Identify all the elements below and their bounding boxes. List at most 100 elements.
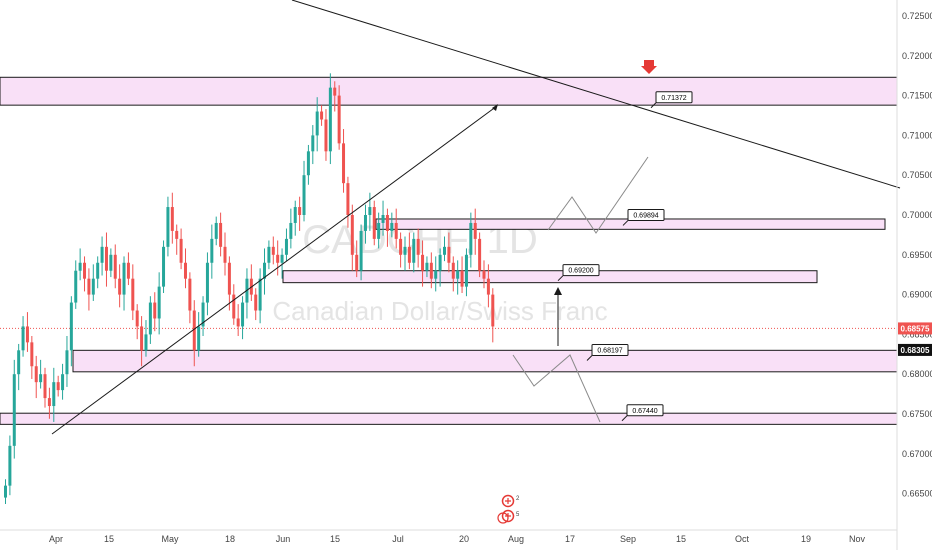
candle: [241, 296, 245, 340]
candle: [311, 125, 315, 165]
candle: [355, 240, 359, 278]
level-callout[interactable]: 0.69894: [622, 208, 665, 226]
candle: [451, 256, 455, 292]
candle: [236, 304, 240, 336]
arrow-up-icon: [554, 287, 562, 295]
candle: [232, 284, 236, 325]
candle: [118, 264, 122, 308]
candle: [258, 268, 262, 324]
candles: [4, 73, 495, 504]
candle: [74, 260, 78, 309]
level-label: 0.68197: [597, 348, 622, 355]
x-tick-label: 15: [104, 534, 114, 544]
candle: [469, 212, 473, 268]
candle: [350, 204, 354, 271]
candle: [280, 248, 284, 279]
candle: [56, 375, 60, 397]
candle: [429, 252, 433, 289]
current-price-tag: 0.68575: [898, 322, 932, 335]
trendline-arrow-icon: [492, 104, 498, 111]
candle: [113, 244, 117, 289]
descending-trendline: [291, 0, 901, 189]
candle: [39, 359, 43, 389]
y-tick-label: 0.67500: [902, 409, 932, 419]
candle: [346, 176, 350, 228]
candle: [293, 200, 297, 236]
y-tick-label: 0.66500: [902, 489, 932, 499]
zone-4[interactable]: [0, 412, 898, 425]
candle: [25, 312, 29, 352]
candle: [368, 192, 372, 231]
level-callout[interactable]: 0.69200: [557, 264, 600, 282]
candle: [214, 216, 218, 246]
candle: [394, 208, 398, 249]
candle: [249, 264, 253, 301]
candle: [271, 236, 275, 265]
candle: [205, 252, 209, 316]
x-tick-label: Apr: [49, 534, 63, 544]
level-label: 0.71372: [661, 95, 686, 102]
candle: [460, 256, 464, 294]
candle: [100, 236, 104, 276]
candle: [276, 240, 280, 276]
y-tick-label: 0.67000: [902, 449, 932, 459]
candle: [201, 296, 205, 336]
y-tick-label: 0.72000: [902, 51, 932, 61]
y-tick-label: 0.70500: [902, 170, 932, 180]
candle: [407, 232, 411, 270]
candle: [227, 256, 231, 311]
candle: [306, 144, 310, 185]
y-tick-label: 0.72500: [902, 11, 932, 21]
candle: [478, 232, 482, 278]
candle: [381, 200, 385, 236]
svg-text:0.68305: 0.68305: [901, 346, 930, 355]
candle: [333, 81, 337, 112]
candle: [91, 264, 95, 301]
candle: [8, 435, 12, 496]
candle: [403, 236, 407, 271]
candle: [192, 300, 196, 367]
candle: [491, 288, 495, 343]
x-tick-label: 15: [330, 534, 340, 544]
event-icon[interactable]: [497, 512, 509, 524]
zone-3[interactable]: [72, 349, 898, 373]
candle: [47, 387, 51, 419]
candle: [153, 292, 157, 332]
candle: [30, 335, 34, 379]
candle: [175, 224, 179, 255]
level-callout[interactable]: 0.68197: [586, 344, 629, 361]
candle: [223, 232, 227, 276]
level-callout[interactable]: 0.67440: [621, 404, 664, 422]
y-tick-label: 0.69000: [902, 290, 932, 300]
candle: [34, 355, 38, 399]
marked-price-tag: 0.68305: [898, 343, 932, 356]
x-tick-label: Nov: [849, 534, 866, 544]
candle: [157, 272, 161, 335]
level-label: 0.69200: [568, 268, 593, 275]
candle: [372, 200, 376, 246]
price-tags: 0.68575 0.68305: [898, 322, 932, 356]
level-label: 0.69894: [633, 212, 658, 219]
x-tick-label: 17: [565, 534, 575, 544]
candle: [289, 208, 293, 249]
events: 2 5: [497, 494, 520, 524]
zone-2[interactable]: [282, 270, 818, 284]
callouts: 0.71372 0.69894 0.69200 0.68197 0.67440: [557, 91, 693, 422]
candle: [210, 224, 214, 279]
candle: [140, 316, 144, 367]
candle: [263, 248, 267, 295]
watermark-name: Canadian Dollar/Swiss Franc: [272, 296, 607, 326]
candle: [179, 228, 183, 270]
candle: [148, 296, 152, 344]
level-callout[interactable]: 0.71372: [650, 91, 693, 109]
candle: [425, 256, 429, 278]
candle: [135, 304, 139, 340]
candle: [412, 232, 416, 273]
candle: [4, 479, 7, 504]
candle: [464, 248, 468, 297]
candle: [219, 212, 223, 257]
candle: [43, 367, 47, 408]
candle: [245, 268, 249, 319]
level-label: 0.67440: [632, 408, 657, 415]
zone-0[interactable]: [0, 76, 898, 106]
